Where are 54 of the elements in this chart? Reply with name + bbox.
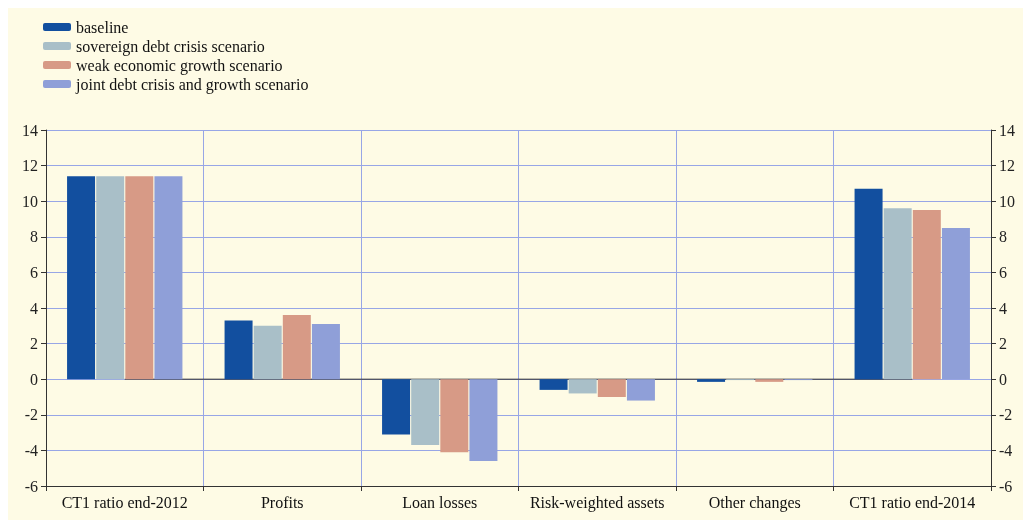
bar [411,379,440,446]
bar [125,176,154,380]
x-tick-label: CT1 ratio end-2014 [849,493,976,511]
bar [941,227,970,380]
y-tick-label: 14 [22,121,38,139]
x-tick-label: Risk-weighted assets [529,493,665,512]
y2-tick-label: 12 [999,157,1015,175]
bar [755,379,784,382]
legend-label: baseline [76,18,129,36]
bar [539,379,568,390]
y2-tick-label: 10 [999,192,1015,210]
bar [697,379,726,382]
y-tick-label: 4 [30,299,38,317]
y-tick-label: 2 [30,335,38,353]
bar [883,208,912,380]
y-tick-label: -6 [24,477,38,495]
y2-tick-label: -4 [999,441,1013,459]
bar [382,379,411,435]
y2-tick-label: -2 [999,406,1013,424]
y-tick-label: -4 [24,441,38,459]
bar [440,379,469,453]
bar [154,176,183,380]
y2-tick-label: 2 [999,335,1007,353]
y-tick-label: 0 [30,370,38,388]
y-tick-label: 12 [22,157,38,175]
bar [96,176,125,380]
y2-tick-label: 0 [999,370,1007,388]
bar [597,379,626,397]
bar [282,315,311,380]
legend-label: sovereign debt crisis scenario [76,37,265,56]
y2-tick-label: 6 [999,263,1007,281]
bar [568,379,597,394]
bar [224,320,253,380]
legend-label: weak economic growth scenario [76,56,283,75]
legend-label: joint debt crisis and growth scenario [75,75,309,94]
bar [67,176,96,380]
x-tick-label: Other changes [708,493,801,512]
y-tick-label: 8 [30,228,38,246]
y-tick-label: 10 [22,192,38,210]
y-tick-label: 6 [30,263,38,281]
bar [311,324,340,380]
x-tick-label: Loan losses [402,493,478,511]
bar [626,379,655,401]
y2-tick-label: -6 [999,477,1013,495]
bar [253,325,282,380]
y2-tick-label: 14 [999,121,1015,139]
x-tick-label: CT1 ratio end-2012 [61,493,188,511]
y-tick-label: -2 [24,406,38,424]
bar [912,210,941,380]
y2-tick-label: 8 [999,228,1007,246]
y2-tick-label: 4 [999,299,1007,317]
x-tick-label: Profits [260,493,304,511]
bar [469,379,498,462]
bar [854,188,883,380]
